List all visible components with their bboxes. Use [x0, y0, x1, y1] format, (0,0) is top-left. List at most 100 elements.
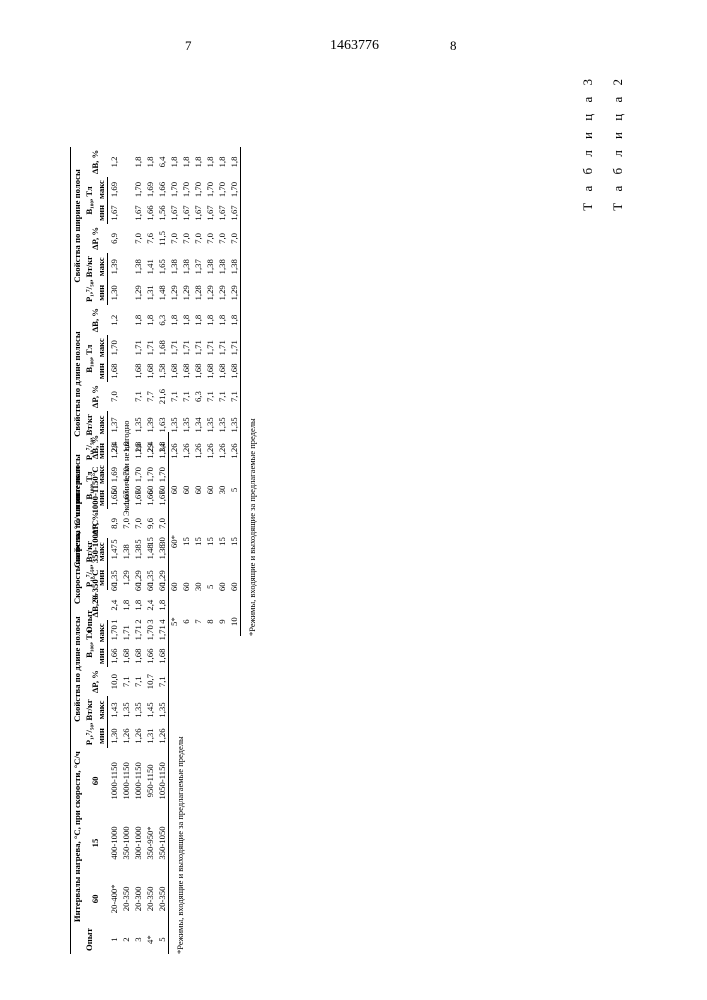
- cell: 1,70: [132, 177, 144, 202]
- table-row: 220-350350-10001000-11501,261,357,11,681…: [120, 432, 132, 954]
- cell: 1,26: [204, 439, 216, 463]
- cell: 20-350: [144, 873, 156, 926]
- cell: 20-300: [132, 873, 144, 926]
- cell: 10: [228, 607, 241, 636]
- cell: 1,38: [228, 253, 241, 281]
- cell: 1,26: [156, 724, 169, 748]
- cell: 1,66: [156, 177, 168, 202]
- cell: 5: [204, 566, 216, 607]
- cell: 1,8: [192, 147, 204, 177]
- cell: 1,29: [216, 281, 228, 305]
- cell: 7,0: [132, 224, 144, 253]
- cell: 1,29: [132, 566, 144, 590]
- cell: 1,71: [180, 335, 192, 360]
- cell: 1,31: [144, 281, 156, 305]
- table-row: 96015301,261,357,11,681,711,81,291,387,0…: [216, 147, 228, 636]
- cell: 1,70: [180, 177, 192, 202]
- table-row: 320-300300-10001000-11501,261,357,11,681…: [132, 432, 144, 954]
- cell: 1,45: [144, 696, 156, 724]
- cell: 7,0: [228, 224, 241, 253]
- cell: 1,2: [108, 305, 121, 335]
- cell: 1,8: [228, 147, 241, 177]
- th-min: мин: [95, 645, 108, 667]
- cell: 1,71: [228, 335, 241, 360]
- table-row: 8515601,261,357,11,681,711,81,291,387,01…: [204, 147, 216, 636]
- cell: 1,70: [144, 462, 156, 487]
- cell: 60: [216, 566, 228, 607]
- cell: 1,71: [216, 335, 228, 360]
- cell: 1,8: [144, 305, 156, 335]
- cell: 1,8: [228, 305, 241, 335]
- cell: 7,1: [120, 667, 132, 696]
- cell: 1,38: [216, 253, 228, 281]
- cell: 1,71: [204, 335, 216, 360]
- cell: 1,35: [132, 696, 144, 724]
- th-max: макс: [95, 253, 108, 281]
- cell: 1,30: [108, 281, 121, 305]
- cell: 1,35: [108, 566, 121, 590]
- table-row: 120-400*400-10001000-11501,301,4310,01,6…: [108, 432, 121, 954]
- cell: 1,38: [132, 253, 144, 281]
- cell: 1,41: [144, 253, 156, 281]
- cell: 1,68: [132, 360, 144, 382]
- cell: 1,29: [120, 566, 132, 590]
- table2-footnote: *Режимы, входящие и выходящие за предлаг…: [247, 66, 257, 636]
- cell: 60: [204, 463, 216, 517]
- cell: 1,70: [192, 177, 204, 202]
- cell: 7,0: [120, 509, 132, 538]
- cell: 1,39: [108, 253, 121, 281]
- cell: 1050-1150: [156, 748, 169, 813]
- cell: 1,29: [180, 281, 192, 305]
- cell: 1,8: [204, 147, 216, 177]
- cell: 7,0: [192, 224, 204, 253]
- th-b-w: B₁₀₀, Тл: [83, 177, 95, 224]
- cell: 1,58: [156, 360, 168, 382]
- cell: 1,68: [132, 645, 144, 667]
- cell: 1,66: [144, 202, 156, 224]
- cell: 10,0: [108, 667, 121, 696]
- cell: 1,68: [192, 360, 204, 382]
- cell: 350-1050: [156, 813, 169, 872]
- th-dp-w: ΔP, %: [83, 224, 108, 253]
- cell: 1,8: [120, 590, 132, 620]
- cell: 1,67: [132, 487, 144, 509]
- cell: 1,26: [228, 439, 241, 463]
- cell: 1,66: [144, 645, 156, 667]
- cell: 2,4: [144, 432, 156, 462]
- cell: 1,67: [120, 487, 132, 509]
- th-wid: Свойства по ширине полосы: [71, 147, 84, 305]
- th-db-l: ΔB, %: [83, 305, 108, 335]
- cell: 8,9: [108, 509, 121, 538]
- cell: 1,69: [108, 462, 121, 487]
- cell: 1,67: [156, 487, 169, 509]
- th-b-w: B₁₀₀, Тл: [83, 462, 95, 509]
- cell: 1,68: [228, 360, 241, 382]
- cell: 1,67: [204, 202, 216, 224]
- cell: 1,29: [228, 281, 241, 305]
- cell: 1,68: [144, 360, 156, 382]
- table-row: 4*20-350350-950*950-11501,311,4510,71,66…: [144, 432, 156, 954]
- cell: 10,7: [144, 667, 156, 696]
- th-db-w: ΔB, %: [83, 147, 108, 177]
- cell: 2,4: [108, 590, 121, 620]
- cell: 1,68: [156, 645, 169, 667]
- cell: 7,0: [156, 509, 169, 538]
- cell: 1,8: [120, 432, 132, 462]
- cell: 1,71: [156, 620, 169, 645]
- cell: 1,38: [156, 538, 169, 566]
- cell: 1,8: [156, 590, 169, 620]
- cell: 60: [192, 463, 204, 517]
- table3: Опыт Интервалы нагрева, °C, при скорости…: [70, 432, 171, 954]
- cell: 3: [132, 925, 144, 954]
- cell: 1,35: [204, 411, 216, 439]
- cell: 1,26: [132, 724, 144, 748]
- cell: 1,8: [216, 147, 228, 177]
- th-opyt: Опыт: [71, 925, 108, 954]
- cell: 11,5: [156, 224, 168, 253]
- cell: 1,71: [120, 620, 132, 645]
- th-c3: 60: [83, 748, 108, 813]
- cell: 1,68: [168, 360, 180, 382]
- cell: 2,4: [108, 432, 121, 462]
- cell: 1,48: [156, 281, 168, 305]
- th-min: мин: [95, 281, 108, 305]
